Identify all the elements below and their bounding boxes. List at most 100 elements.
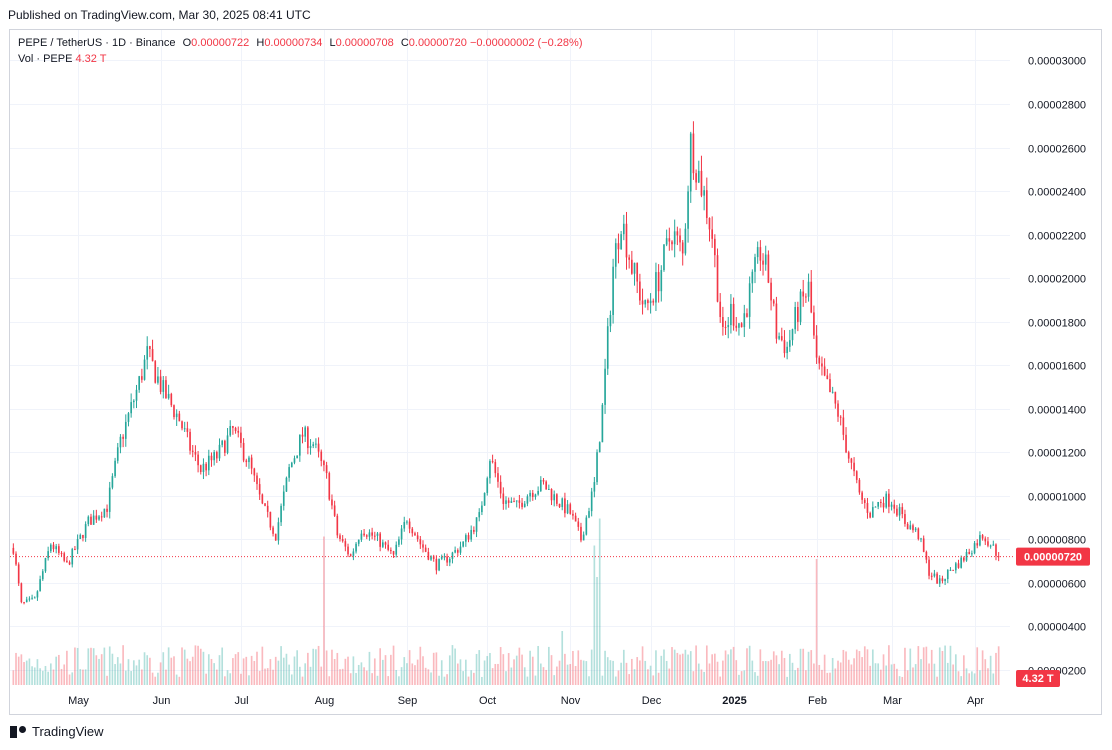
candle-body <box>847 452 850 459</box>
volume-bar <box>577 650 580 685</box>
y-tick-label: 0.00002800 <box>1028 100 1086 112</box>
volume-bar <box>938 647 941 685</box>
candle-body <box>622 223 625 235</box>
candle-body <box>307 427 309 449</box>
candle-body <box>783 340 786 354</box>
candle-body <box>526 496 529 504</box>
candle-body <box>301 434 304 437</box>
volume-bar <box>890 664 893 685</box>
candle-body <box>791 329 794 341</box>
volume-bar <box>732 646 735 685</box>
volume-bar <box>636 657 639 685</box>
volume-bar <box>111 653 114 685</box>
volume-bar <box>379 648 381 685</box>
last-volume-badge <box>1016 670 1060 687</box>
candle-body <box>941 578 944 582</box>
candle-body <box>679 235 681 243</box>
candle-body <box>954 563 957 571</box>
candle-body <box>44 558 47 572</box>
volume-bar <box>853 658 855 685</box>
candle-body <box>365 535 368 537</box>
candle-body <box>995 544 997 556</box>
volume-bar <box>143 652 146 685</box>
candle-body <box>949 569 952 571</box>
candle-body <box>165 380 167 399</box>
candle-body <box>189 431 191 451</box>
volume-bar <box>90 647 92 685</box>
candle-body <box>127 413 130 422</box>
volume-bar <box>655 650 657 685</box>
candle-body <box>293 458 296 463</box>
volume-bar <box>499 647 502 685</box>
candle-body <box>772 300 775 304</box>
volume-bar <box>443 676 446 685</box>
candle-body <box>997 556 1000 558</box>
candle-body <box>987 541 989 546</box>
volume-label[interactable]: Vol · PEPE <box>18 53 73 65</box>
volume-bar <box>772 651 775 685</box>
candle-body <box>218 444 221 459</box>
volume-bar <box>347 656 349 685</box>
volume-bar <box>880 669 882 685</box>
volume-bar <box>25 660 28 685</box>
volume-bar <box>390 654 392 685</box>
candle-body <box>253 468 256 476</box>
candle-body <box>732 303 735 326</box>
candle-body <box>829 379 831 393</box>
candle-body <box>556 494 558 504</box>
x-tick-label: 2025 <box>722 695 746 707</box>
volume-bar <box>272 669 274 685</box>
candle-body <box>363 533 365 536</box>
volume-bar <box>387 676 390 685</box>
volume-bar <box>569 664 572 685</box>
candle-body <box>703 190 705 196</box>
volume-bar <box>71 672 74 685</box>
candle-body <box>108 487 111 512</box>
candle-body <box>979 535 981 546</box>
volume-bar <box>360 662 363 685</box>
volume-bar <box>609 660 612 685</box>
candle-body <box>352 551 355 556</box>
volume-bar <box>901 676 904 685</box>
candle-body <box>577 521 580 527</box>
candlestick-chart[interactable]: 0.00003000 0.00002800 0.00002600 0.00002400… <box>10 30 1102 714</box>
ohlc-row: PEPE / TetherUS · 1D · Binance O0.000007… <box>18 35 583 51</box>
volume-bar <box>400 667 403 685</box>
volume-bar <box>845 651 847 685</box>
volume-bar <box>349 673 352 685</box>
candle-body <box>194 452 197 455</box>
volume-bar <box>207 654 210 685</box>
low-label: L <box>329 37 336 49</box>
volume-bar <box>84 669 87 685</box>
volume-bar <box>108 646 111 685</box>
candle-body <box>143 359 146 380</box>
candle-body <box>489 461 491 479</box>
volume-bar <box>874 663 877 685</box>
candle-body <box>285 477 288 492</box>
volume-bar <box>719 676 722 685</box>
candle-body <box>604 368 606 405</box>
candle-body <box>23 602 25 604</box>
candle-body <box>181 421 183 429</box>
volume-bar <box>427 669 430 685</box>
symbol-label[interactable]: PEPE / TetherUS · 1D · Binance <box>18 37 176 49</box>
volume-bar <box>697 663 700 685</box>
volume-bar <box>788 653 791 685</box>
candle-body <box>882 502 885 508</box>
candle-body <box>805 296 807 298</box>
candle-body <box>778 336 780 339</box>
candle-body <box>885 493 888 508</box>
volume-bar <box>181 647 183 685</box>
candle-body <box>288 467 290 478</box>
candle-body <box>684 228 687 254</box>
candle-body <box>440 556 443 559</box>
volume-bar <box>197 645 199 685</box>
volume-bar <box>124 670 127 685</box>
volume-bar <box>229 673 232 685</box>
candle-body <box>333 505 336 516</box>
x-tick-label: Aug <box>315 695 335 707</box>
x-tick-label: Feb <box>808 695 827 707</box>
volume-bar <box>320 666 323 685</box>
candle-body <box>553 494 556 501</box>
candle-body <box>633 262 636 274</box>
